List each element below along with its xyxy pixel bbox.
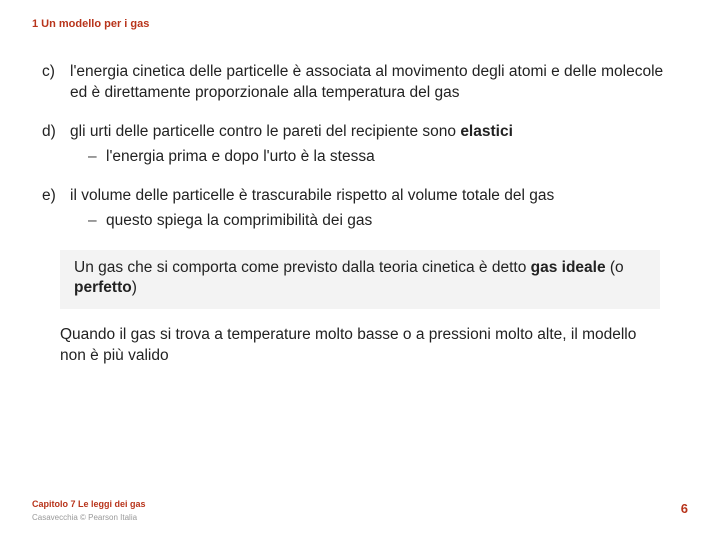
list-item-body: gli urti delle particelle contro le pare… [70, 122, 678, 168]
list-marker: c) [42, 62, 70, 104]
section-header: 1 Un modello per i gas [0, 0, 720, 30]
credit-label: Casavecchia © Pearson Italia [32, 513, 688, 522]
list-item-text: l'energia cinetica delle particelle è as… [70, 63, 663, 101]
callout-box: Un gas che si comporta come previsto dal… [60, 250, 660, 310]
sub-marker: – [88, 147, 106, 168]
sub-marker: – [88, 211, 106, 232]
list-item-bold: elastici [460, 123, 513, 140]
list-marker: d) [42, 122, 70, 168]
section-header-text: 1 Un modello per i gas [32, 18, 149, 30]
paragraph-text: Quando il gas si trova a temperature mol… [60, 326, 636, 364]
list-item-text: il volume delle particelle è trascurabil… [70, 187, 554, 204]
chapter-label: Capitolo 7 Le leggi dei gas [32, 499, 688, 509]
sub-item-text: questo spiega la comprimibilità dei gas [106, 211, 372, 232]
list-item: d) gli urti delle particelle contro le p… [42, 122, 678, 168]
callout-bold: perfetto [74, 279, 132, 296]
list-item: e) il volume delle particelle è trascura… [42, 186, 678, 232]
callout-bold: gas ideale [531, 259, 606, 276]
paragraph: Quando il gas si trova a temperature mol… [60, 325, 660, 367]
page-number: 6 [681, 501, 688, 516]
list-marker: e) [42, 186, 70, 232]
slide-content: c) l'energia cinetica delle particelle è… [0, 30, 720, 367]
callout-text: ) [132, 279, 137, 296]
footer: Capitolo 7 Le leggi dei gas Casavecchia … [32, 499, 688, 522]
sub-item: – l'energia prima e dopo l'urto è la ste… [70, 147, 678, 168]
callout-text: Un gas che si comporta come previsto dal… [74, 259, 531, 276]
sub-item-text: l'energia prima e dopo l'urto è la stess… [106, 147, 375, 168]
sub-item: – questo spiega la comprimibilità dei ga… [70, 211, 678, 232]
callout-text: (o [606, 259, 624, 276]
list-item-body: il volume delle particelle è trascurabil… [70, 186, 678, 232]
list-item-body: l'energia cinetica delle particelle è as… [70, 62, 678, 104]
list-item: c) l'energia cinetica delle particelle è… [42, 62, 678, 104]
list-item-text: gli urti delle particelle contro le pare… [70, 123, 460, 140]
